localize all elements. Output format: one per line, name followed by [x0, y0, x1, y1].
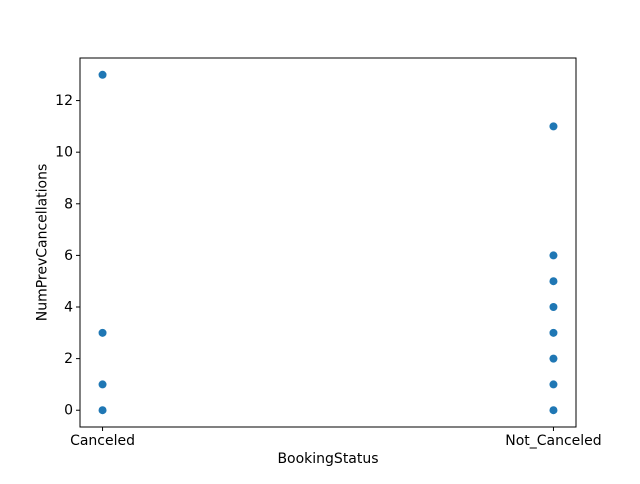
x-tick-label: Canceled	[70, 433, 135, 449]
data-point	[549, 303, 558, 312]
data-points	[98, 70, 558, 415]
data-point	[98, 406, 107, 415]
y-tick-label: 4	[64, 299, 73, 315]
data-point	[98, 380, 107, 389]
plot-area	[79, 57, 577, 428]
data-point	[549, 251, 558, 260]
x-axis-label: BookingStatus	[277, 451, 378, 467]
y-tick-label: 12	[55, 93, 73, 109]
data-point	[549, 277, 558, 286]
data-point	[98, 70, 107, 79]
axis-ticks: 0 2 4 6 8 10 12 Canceled Not_Canceled	[55, 93, 602, 449]
y-tick-label: 8	[64, 196, 73, 212]
data-point	[549, 406, 558, 415]
data-point	[549, 354, 558, 363]
x-tick-label: Not_Canceled	[505, 433, 601, 449]
y-tick-label: 6	[64, 248, 73, 264]
data-point	[549, 122, 558, 131]
data-point	[98, 328, 107, 337]
y-tick-label: 2	[64, 351, 73, 367]
y-axis-label: NumPrevCancellations	[34, 164, 50, 322]
y-tick-label: 0	[64, 403, 73, 419]
data-point	[549, 328, 558, 337]
y-tick-label: 10	[55, 145, 73, 161]
data-point	[549, 380, 558, 389]
